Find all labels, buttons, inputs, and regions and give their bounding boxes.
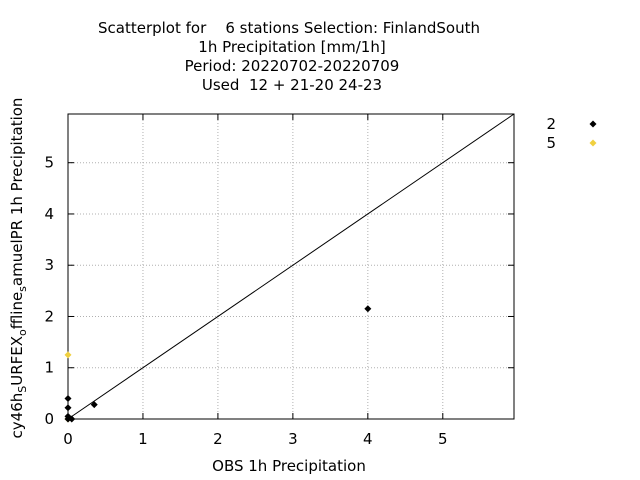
y-tick-label-0: 0 — [44, 410, 54, 428]
one-to-one-line — [67, 113, 515, 420]
y-label-part-d: amuelPR 1h Precipitation — [8, 98, 26, 287]
x-tick-label-4: 4 — [363, 430, 373, 448]
y-label-sub-a: S — [16, 386, 29, 393]
y-tick-label-3: 3 — [44, 256, 54, 274]
point-s2-6 — [364, 305, 372, 313]
data-points — [64, 305, 372, 423]
title-line-3: Period: 20220702-20220709 — [185, 57, 400, 75]
y-tick-label-5: 5 — [44, 154, 54, 172]
x-axis-label: OBS 1h Precipitation — [212, 457, 366, 475]
legend-marker-2 — [589, 120, 597, 128]
point-s2-3 — [64, 394, 72, 402]
legend-label-5: 5 — [546, 134, 556, 152]
point-s2-4 — [68, 415, 76, 423]
y-label-part-c: ffline — [8, 292, 26, 329]
y-label-part-b: URFEX — [8, 336, 26, 386]
legend-label-2: 2 — [546, 115, 556, 133]
y-axis-label: cy46hSURFEXofflinesamuelPR 1h Precipitat… — [8, 98, 29, 439]
title-line-4: Used 12 + 21-20 24-23 — [202, 76, 382, 94]
legend: 25 — [546, 115, 597, 152]
y-label-sub-c: s — [16, 286, 29, 292]
point-s2-2 — [64, 404, 72, 412]
grid-lines — [68, 114, 514, 419]
y-tick-label-1: 1 — [44, 359, 54, 377]
legend-marker-5 — [589, 139, 597, 147]
x-tick-label-2: 2 — [213, 430, 223, 448]
plot-frame — [67, 113, 515, 420]
axis-ticks: 0 1 2 3 4 5 0 1 2 3 4 5 — [44, 114, 514, 448]
x-tick-label-0: 0 — [63, 430, 73, 448]
y-label-part-a: cy46h — [8, 393, 26, 439]
title-line-2: 1h Precipitation [mm/1h] — [198, 38, 385, 56]
diagonal-line — [67, 113, 515, 420]
x-tick-label-5: 5 — [438, 430, 448, 448]
chart-title: Scatterplot for 6 stations Selection: Fi… — [98, 19, 480, 94]
y-label-sub-b: o — [16, 329, 29, 336]
point-s2-5 — [90, 401, 98, 409]
x-tick-label-1: 1 — [138, 430, 148, 448]
title-line-1: Scatterplot for 6 stations Selection: Fi… — [98, 19, 480, 37]
y-tick-label-4: 4 — [44, 205, 54, 223]
y-tick-label-2: 2 — [44, 307, 54, 325]
point-s5-0 — [64, 351, 72, 359]
x-tick-label-3: 3 — [288, 430, 298, 448]
